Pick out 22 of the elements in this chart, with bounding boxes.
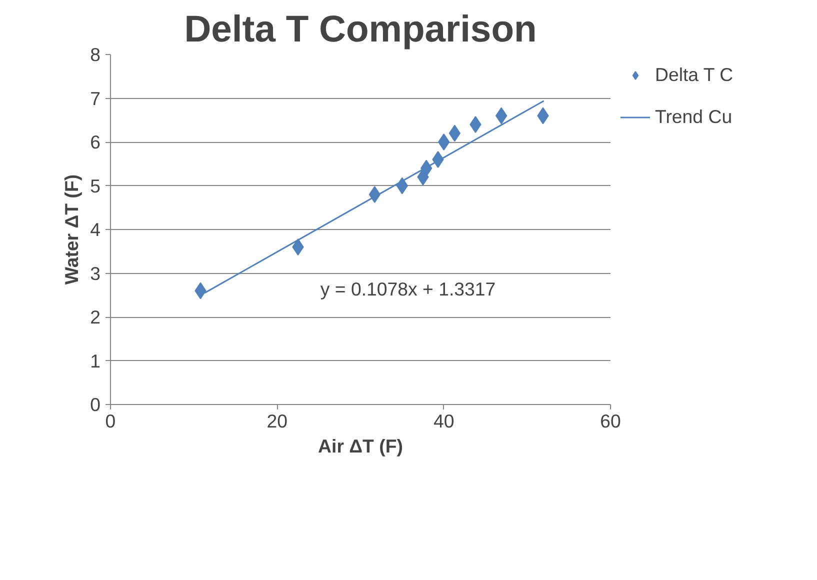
x-tick-label: 60 bbox=[600, 410, 621, 432]
y-tick-label: 3 bbox=[90, 262, 101, 284]
y-tick-label: 8 bbox=[90, 44, 101, 65]
y-tick-label: 2 bbox=[90, 306, 101, 328]
point bbox=[438, 134, 450, 150]
chart-title: Delta T Comparison bbox=[184, 8, 537, 50]
y-axis-title: Water ΔT (F) bbox=[61, 174, 82, 285]
x-axis-title: Air ΔT (F) bbox=[318, 436, 403, 456]
point bbox=[470, 116, 482, 133]
y-tick-label: 0 bbox=[90, 394, 101, 415]
x-tick-label: 20 bbox=[266, 410, 288, 432]
x-tick-label: 0 bbox=[105, 410, 116, 432]
y-tick-label: 6 bbox=[90, 132, 101, 152]
y-tick-label: 7 bbox=[90, 88, 101, 109]
y-tick-label: 5 bbox=[90, 175, 101, 196]
annotation: y = 0.1078x + 1.3317 bbox=[320, 278, 496, 300]
point bbox=[292, 238, 304, 256]
y-tick-label: 4 bbox=[90, 219, 101, 240]
legend-label: Delta T C bbox=[655, 64, 734, 86]
legend-label: Trend Cu bbox=[655, 106, 732, 128]
x-tick-label: 40 bbox=[433, 410, 454, 432]
y-tick-label: 1 bbox=[90, 350, 101, 372]
